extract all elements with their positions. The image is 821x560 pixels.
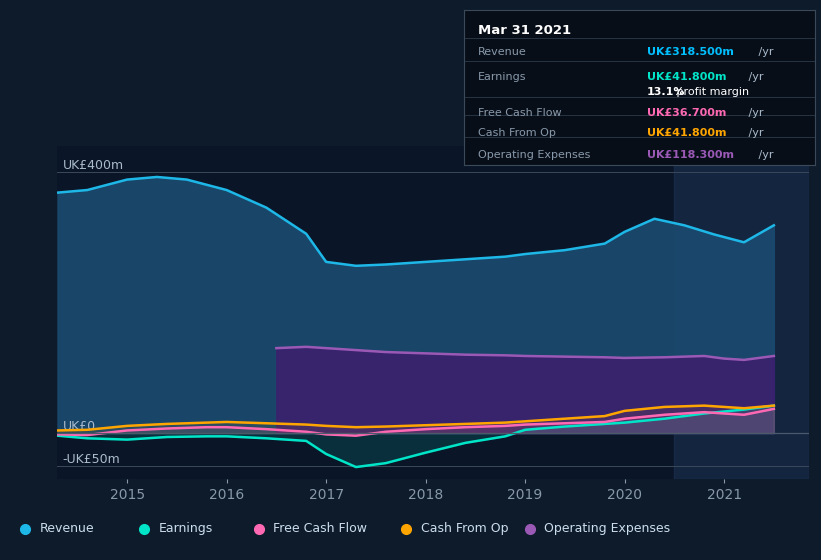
Text: Free Cash Flow: Free Cash Flow (273, 522, 367, 535)
Text: Mar 31 2021: Mar 31 2021 (478, 24, 571, 36)
Text: UK£41.800m: UK£41.800m (647, 128, 726, 138)
Text: profit margin: profit margin (673, 87, 749, 97)
Text: Earnings: Earnings (158, 522, 213, 535)
Text: /yr: /yr (745, 72, 764, 82)
Text: UK£41.800m: UK£41.800m (647, 72, 726, 82)
Text: -UK£50m: -UK£50m (62, 452, 120, 466)
Text: Operating Expenses: Operating Expenses (544, 522, 671, 535)
Bar (674, 146, 809, 479)
Text: Cash From Op: Cash From Op (421, 522, 509, 535)
Text: Operating Expenses: Operating Expenses (478, 150, 590, 160)
Text: /yr: /yr (754, 47, 773, 57)
Text: Earnings: Earnings (478, 72, 526, 82)
Text: UK£36.700m: UK£36.700m (647, 108, 726, 118)
Text: /yr: /yr (745, 108, 764, 118)
Text: Free Cash Flow: Free Cash Flow (478, 108, 562, 118)
Text: UK£118.300m: UK£118.300m (647, 150, 734, 160)
Text: UK£400m: UK£400m (62, 158, 124, 172)
Text: Revenue: Revenue (39, 522, 94, 535)
Text: /yr: /yr (754, 150, 773, 160)
Text: 13.1%: 13.1% (647, 87, 685, 97)
Text: UK£0: UK£0 (62, 420, 95, 433)
Text: Cash From Op: Cash From Op (478, 128, 556, 138)
Text: Revenue: Revenue (478, 47, 526, 57)
Text: /yr: /yr (745, 128, 764, 138)
Text: UK£318.500m: UK£318.500m (647, 47, 733, 57)
